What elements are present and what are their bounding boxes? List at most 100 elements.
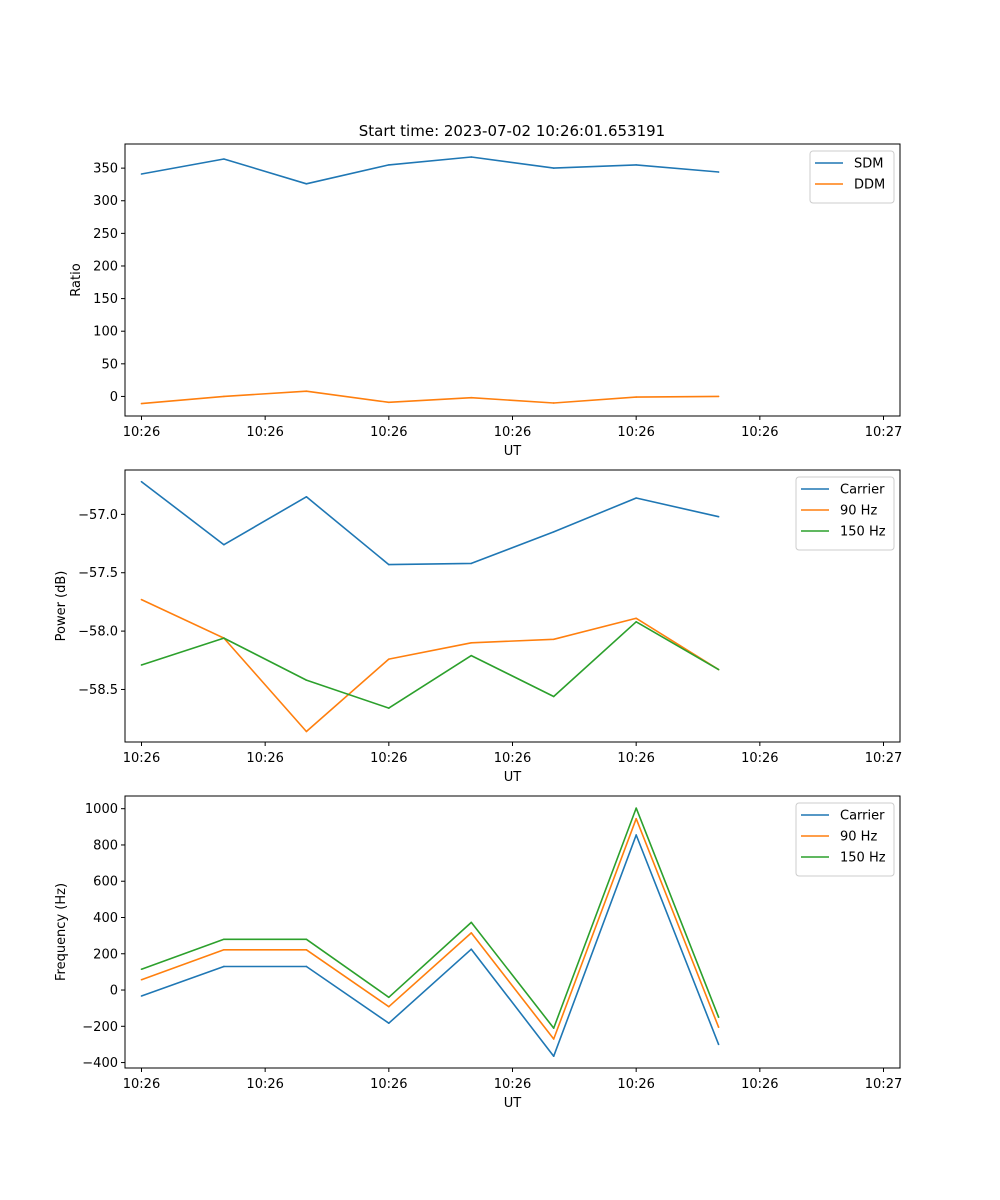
panels: 10:26 10:26 10:26 10:26 10:26 10:26 10:27 0 50 10…: [54, 143, 902, 1111]
data-point: [635, 817, 637, 820]
y-tick-label: 300: [93, 194, 118, 209]
x-tick-label: 10:26: [370, 751, 407, 766]
x-tick-label: 10:26: [246, 1077, 283, 1092]
y-tick-label: 400: [93, 911, 118, 926]
axes-panel-1: 10:26 10:26 10:26 10:26 10:26 10:26 10:27 0 50 10…: [69, 143, 902, 459]
x-tick-label: 10:26: [123, 425, 160, 440]
chart-title: Start time: 2023-07-02 10:26:01.653191: [359, 122, 665, 140]
axes-panel-3: 10:26 10:26 10:26 10:26 10:26 10:26 10:27 −400 −…: [54, 795, 902, 1111]
data-point: [140, 968, 143, 970]
x-tick-label: 10:26: [494, 1077, 531, 1092]
data-point: [552, 531, 555, 533]
data-point: [223, 395, 225, 398]
data-point: [305, 965, 308, 968]
axes-panel-2: 10:26 10:26 10:26 10:26 10:26 10:26 10:27 −58.5…: [54, 469, 902, 785]
legend: SDM DDM: [809, 150, 895, 204]
data-point: [552, 638, 555, 641]
y-axis-label: Power (dB): [54, 571, 69, 642]
x-tick-label: 10:26: [741, 425, 778, 440]
data-point: [717, 668, 720, 671]
data-point: [388, 707, 390, 709]
data-point: [305, 679, 308, 681]
x-tick-label: 10:26: [246, 425, 283, 440]
series-line-carrier: [141, 834, 720, 1057]
axes-frame: [124, 795, 901, 1069]
data-point: [470, 932, 473, 934]
y-tick-label: 250: [93, 227, 118, 242]
y-tick-label: 0: [110, 984, 118, 999]
axes-frame: [124, 469, 901, 743]
x-tick-label: 10:26: [617, 1077, 654, 1092]
data-point: [552, 1027, 555, 1029]
series-line-carrier: [141, 481, 719, 566]
legend-label: 150 Hz: [840, 525, 886, 540]
data-point: [635, 620, 637, 623]
axes-frame: [124, 143, 901, 417]
series-line-sdm: [141, 156, 719, 185]
data-point: [470, 921, 473, 924]
data-point: [635, 807, 637, 809]
x-tick-label: 10:26: [741, 751, 778, 766]
y-tick-label: −57.0: [78, 508, 118, 523]
data-point: [635, 164, 637, 166]
data-point: [140, 480, 143, 483]
y-tick-label: −58.0: [78, 625, 118, 640]
data-point: [717, 515, 720, 518]
legend-frame: [809, 150, 895, 204]
data-point: [223, 965, 225, 968]
data-point: [388, 164, 390, 166]
data-point: [552, 402, 555, 404]
data-point: [470, 948, 473, 951]
x-tick-label: 10:26: [494, 425, 531, 440]
data-point: [470, 562, 473, 565]
y-tick-label: 350: [93, 162, 118, 177]
y-tick-label: −57.5: [78, 566, 118, 581]
y-axis-label: Ratio: [69, 263, 84, 296]
data-point: [635, 497, 637, 499]
x-tick-label: 10:26: [370, 1077, 407, 1092]
data-point: [717, 1026, 720, 1028]
legend: Carrier 90 Hz 150 Hz: [795, 802, 895, 877]
legend-label: 150 Hz: [840, 851, 886, 866]
data-point: [388, 1022, 390, 1025]
y-tick-label: 800: [93, 838, 118, 853]
data-point: [305, 496, 308, 498]
x-tick-label: 10:26: [123, 751, 160, 766]
legend-label: Carrier: [840, 483, 885, 498]
data-point: [223, 637, 225, 639]
data-point: [552, 695, 555, 698]
data-point: [140, 664, 143, 666]
data-point: [140, 402, 143, 405]
data-point: [717, 171, 720, 173]
data-point: [470, 641, 473, 644]
data-point: [223, 158, 225, 160]
data-point: [223, 543, 225, 546]
series-line-90-hz: [141, 817, 720, 1040]
data-point: [305, 938, 308, 941]
data-point: [305, 948, 308, 951]
y-tick-label: 1000: [85, 802, 118, 817]
data-point: [223, 948, 225, 951]
series-line-150-hz: [141, 620, 720, 709]
x-tick-label: 10:27: [865, 1077, 902, 1092]
y-tick-label: 200: [93, 947, 118, 962]
x-tick-label: 10:27: [865, 751, 902, 766]
data-point: [552, 1038, 555, 1040]
legend-label: Carrier: [840, 809, 885, 824]
data-point: [635, 834, 637, 836]
legend-label: DDM: [854, 178, 885, 193]
y-axis-label: Frequency (Hz): [54, 883, 69, 981]
x-tick-label: 10:26: [617, 751, 654, 766]
y-tick-label: −58.5: [78, 683, 118, 698]
data-point: [388, 563, 390, 566]
legend-label: SDM: [854, 157, 883, 172]
data-point: [140, 978, 143, 981]
x-tick-label: 10:26: [741, 1077, 778, 1092]
legend: Carrier 90 Hz 150 Hz: [795, 476, 895, 551]
data-point: [552, 1055, 555, 1058]
x-axis-label: UT: [504, 1096, 522, 1111]
data-point: [717, 1016, 720, 1019]
y-tick-label: 150: [93, 292, 118, 307]
data-point: [635, 396, 637, 398]
